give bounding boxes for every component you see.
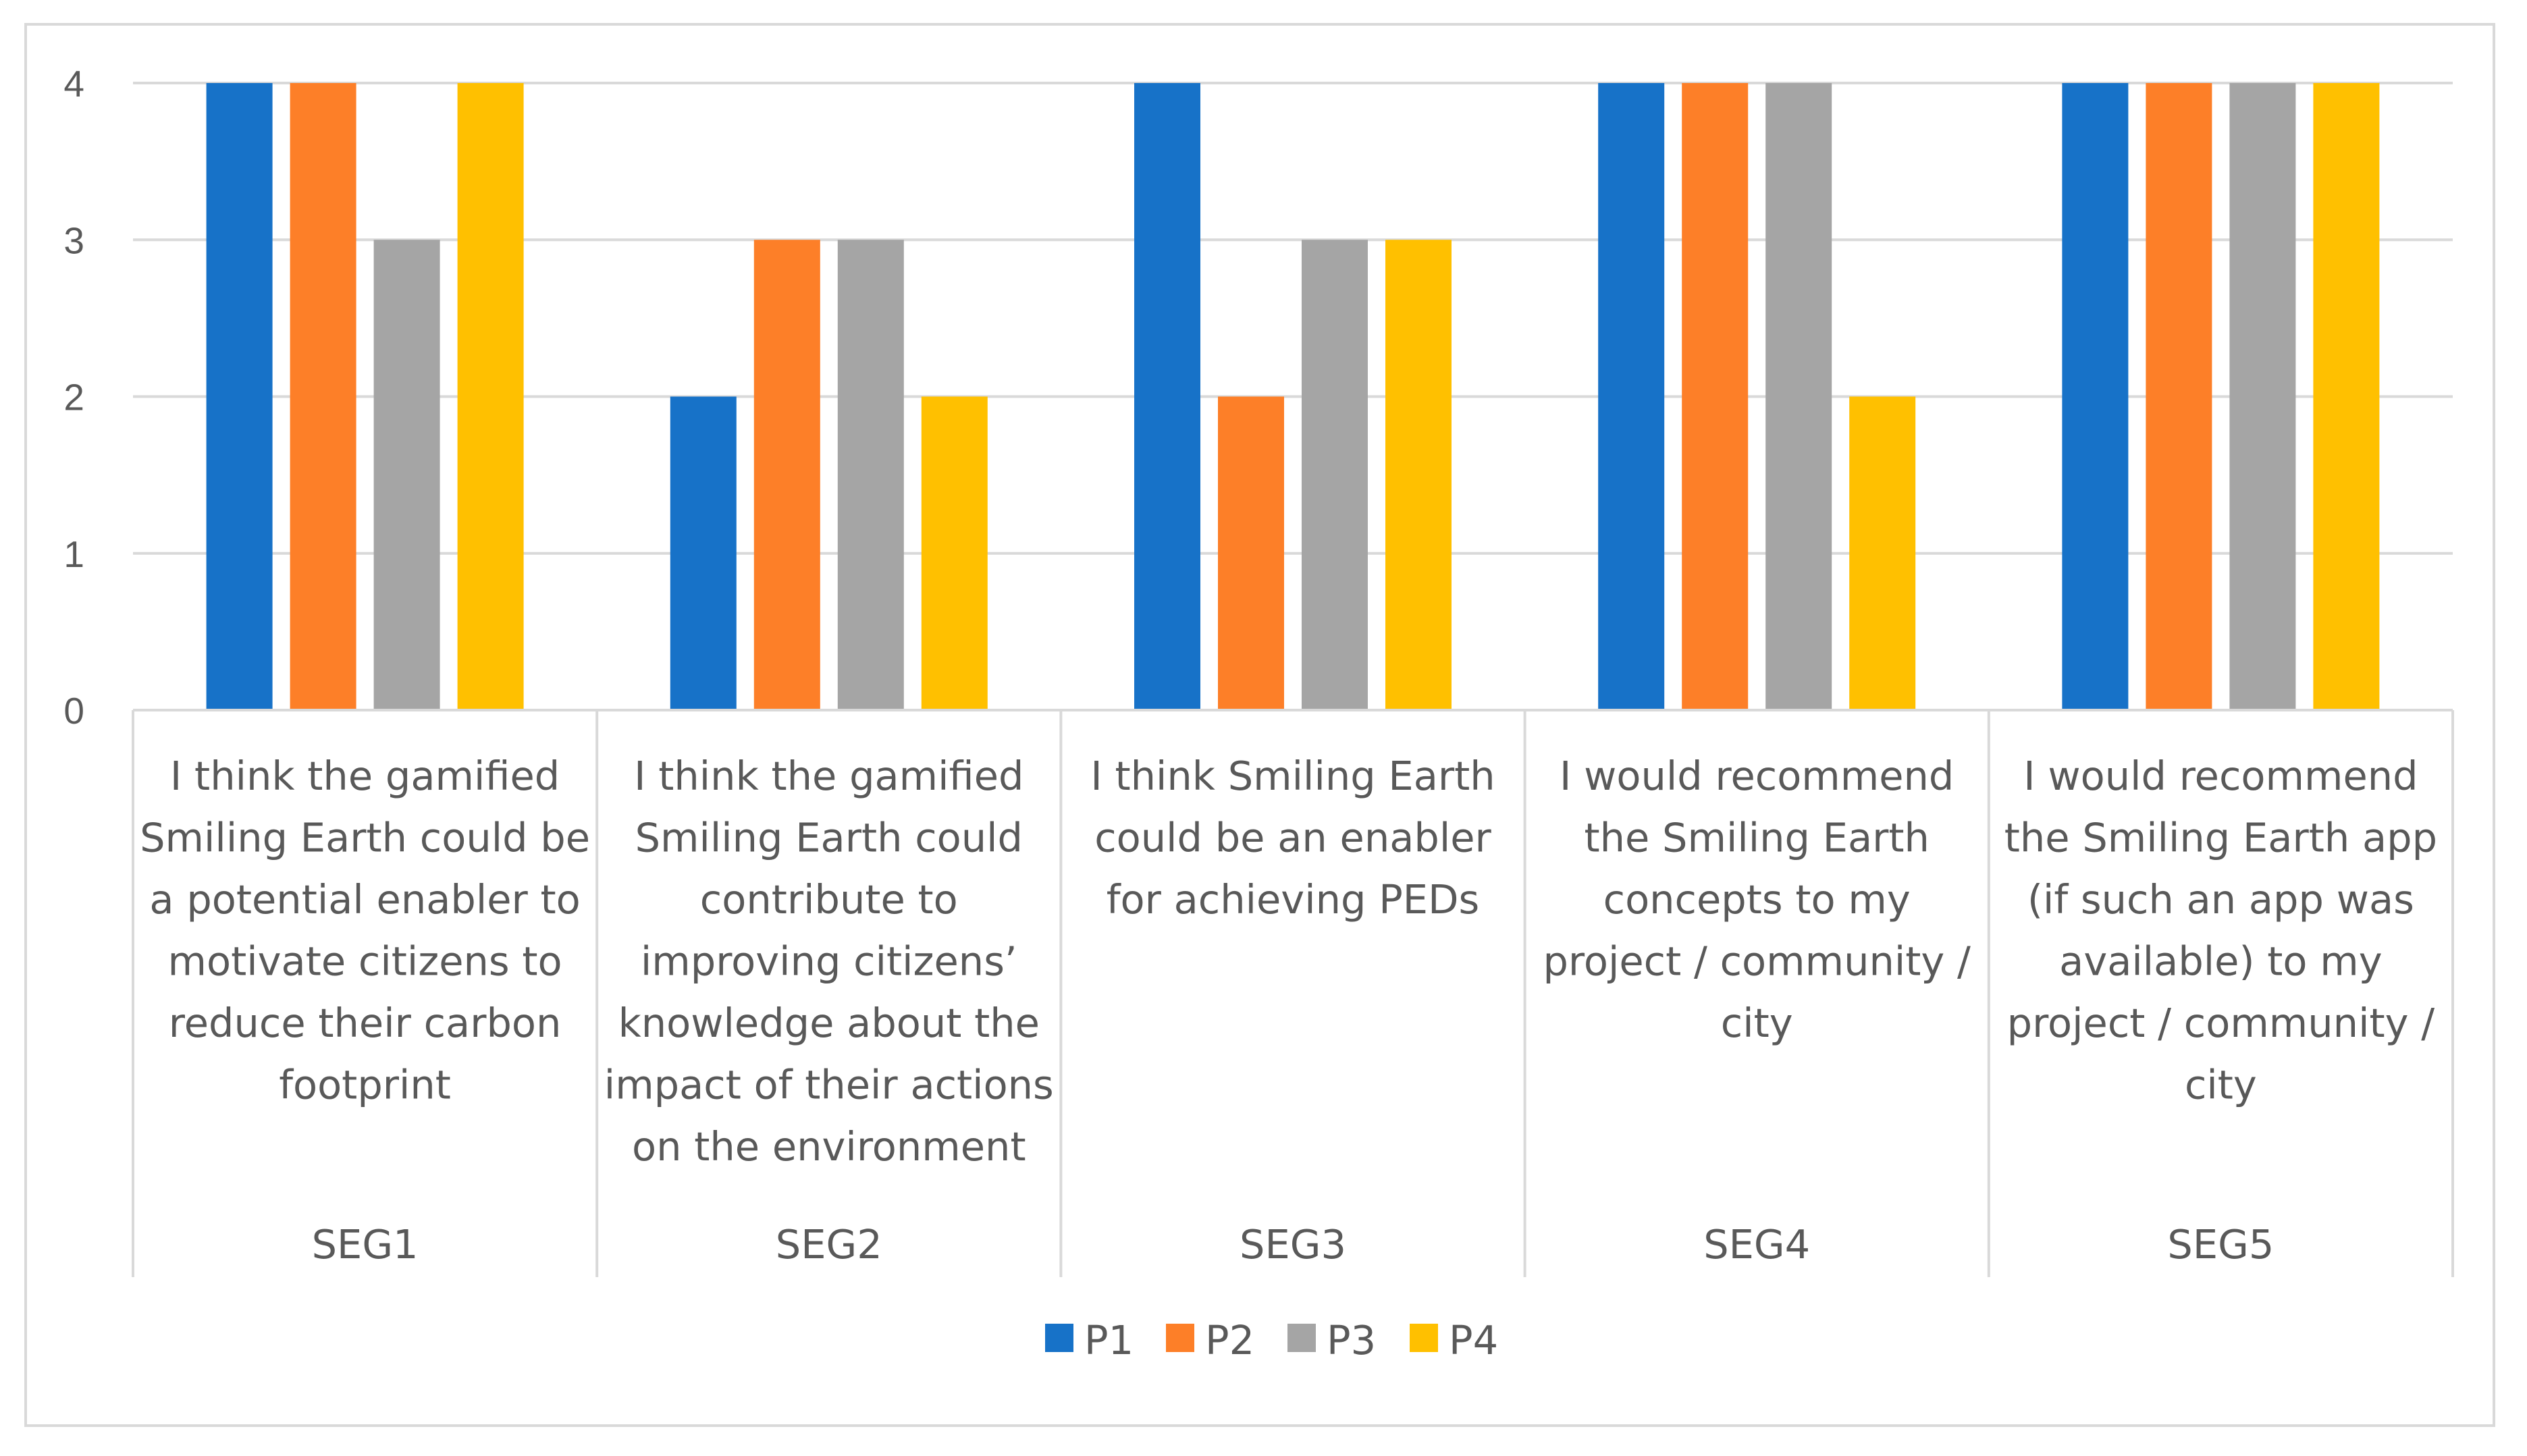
category-label-line: knowledge about the <box>618 1000 1040 1046</box>
bar-p3-seg2 <box>837 240 904 710</box>
bar-p2-seg4 <box>1682 83 1749 710</box>
legend-swatch-p1 <box>1045 1324 1073 1352</box>
category-label-line: could be an enabler <box>1094 815 1491 861</box>
category-label-line: city <box>1721 1000 1793 1046</box>
legend: P1 P2 P3 P4 <box>1045 1317 1498 1364</box>
bar-p4-seg4 <box>1849 396 1916 710</box>
bar-p4-seg5 <box>2313 83 2380 710</box>
bar-p2-seg1 <box>290 83 356 710</box>
bar-p2-seg3 <box>1218 396 1284 710</box>
category-label-line: contribute to <box>700 876 958 923</box>
category-label-seg3: I think Smiling Earth could be an enabler… <box>1090 753 1495 923</box>
x-axis <box>132 709 2454 1277</box>
category-label-line: (if such an app was <box>2027 876 2414 923</box>
category-label-line: the Smiling Earth app <box>2004 815 2437 861</box>
bars <box>206 83 2380 710</box>
legend-label-p4: P4 <box>1449 1317 1498 1364</box>
bar-p4-seg3 <box>1385 240 1452 710</box>
legend-label-p1: P1 <box>1084 1317 1134 1364</box>
category-label-seg1: I think the gamified Smiling Earth could … <box>140 753 590 1108</box>
category-label-line: I would recommend <box>1560 753 1954 799</box>
bar-p1-seg4 <box>1598 83 1665 710</box>
category-label-line: concepts to my <box>1603 876 1911 923</box>
legend-swatch-p4 <box>1410 1324 1438 1352</box>
bar-p1-seg5 <box>2062 83 2129 710</box>
category-label-seg2: I think the gamified Smiling Earth could c… <box>604 753 1054 1170</box>
category-label-line: Smiling Earth could be <box>140 815 590 861</box>
category-label-line: available) to my <box>2059 938 2382 985</box>
bar-p3-seg1 <box>373 240 440 710</box>
category-label-line: a potential enabler to <box>149 876 580 923</box>
bar-p3-seg4 <box>1765 83 1832 710</box>
category-label-line: footprint <box>279 1062 451 1108</box>
category-label-line: the Smiling Earth <box>1584 815 1930 861</box>
y-tick-label: 4 <box>63 63 84 105</box>
group-label-seg1: SEG1 <box>312 1221 419 1268</box>
category-labels: I think the gamified Smiling Earth could … <box>140 753 2437 1268</box>
group-label-seg4: SEG4 <box>1703 1221 1810 1268</box>
category-label-seg5: I would recommend the Smiling Earth app (i… <box>2004 753 2437 1108</box>
legend-swatch-p2 <box>1166 1324 1194 1352</box>
group-label-seg5: SEG5 <box>2167 1221 2274 1268</box>
category-label-line: motivate citizens to <box>168 938 562 985</box>
category-label-line: improving citizens’ <box>641 938 1017 985</box>
bar-p4-seg2 <box>921 396 988 710</box>
y-tick-label: 0 <box>63 690 84 732</box>
bar-p3-seg3 <box>1302 240 1368 710</box>
category-label-line: project / community / <box>2007 1000 2435 1046</box>
category-label-line: impact of their actions <box>604 1062 1054 1108</box>
bar-p3-seg5 <box>2229 83 2296 710</box>
legend-swatch-p3 <box>1287 1324 1316 1352</box>
bar-p2-seg5 <box>2146 83 2212 710</box>
bar-p1-seg1 <box>206 83 273 710</box>
category-label-line: Smiling Earth could <box>635 815 1023 861</box>
category-label-line: project / community / <box>1543 938 1971 985</box>
bar-p1-seg3 <box>1134 83 1200 710</box>
category-label-line: I think Smiling Earth <box>1090 753 1495 799</box>
category-label-line: reduce their carbon <box>169 1000 562 1046</box>
legend-label-p2: P2 <box>1205 1317 1254 1364</box>
category-label-line: for achieving PEDs <box>1107 876 1480 923</box>
category-label-line: I think the gamified <box>170 753 560 799</box>
group-label-seg2: SEG2 <box>776 1221 882 1268</box>
category-label-line: I think the gamified <box>634 753 1023 799</box>
category-label-line: I would recommend <box>2023 753 2418 799</box>
bar-p1-seg2 <box>670 396 737 710</box>
group-label-seg3: SEG3 <box>1240 1221 1346 1268</box>
bar-p4-seg1 <box>457 83 524 710</box>
y-tick-label: 1 <box>63 533 84 575</box>
y-axis-tick-labels: 0 1 2 3 4 <box>63 63 84 732</box>
category-label-seg4: I would recommend the Smiling Earth concep… <box>1543 753 1971 1046</box>
bar-p2-seg2 <box>753 240 820 710</box>
y-tick-label: 2 <box>63 377 84 419</box>
category-label-line: city <box>2185 1062 2257 1108</box>
y-tick-label: 3 <box>63 219 84 261</box>
category-label-line: on the environment <box>632 1123 1026 1170</box>
legend-label-p3: P3 <box>1327 1317 1376 1364</box>
